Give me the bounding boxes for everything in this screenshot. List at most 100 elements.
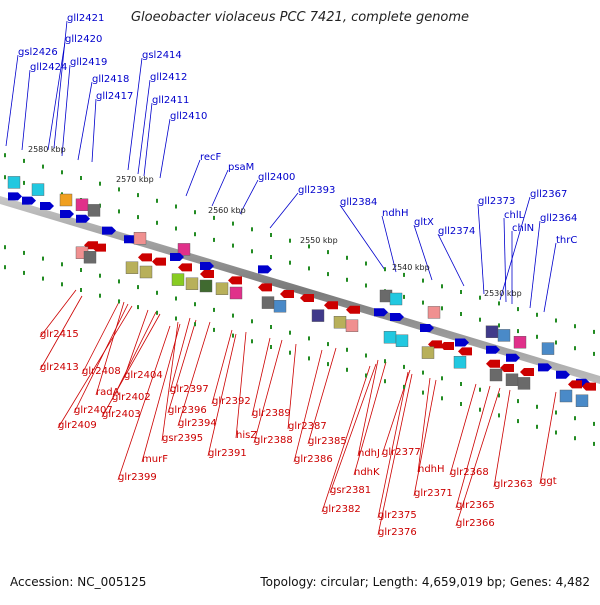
gene-box [517, 377, 531, 390]
forward-gene-label: chlN [512, 223, 534, 234]
forward-gene-arrow [40, 202, 54, 210]
leader-line [357, 359, 379, 457]
reverse-gene-label: glr2388 [254, 435, 293, 446]
scale-ticks: 2580 kbp 2570 kbp 2560 kbp 2550 kbp 2540 kbp… [28, 145, 522, 298]
leader-line [499, 196, 531, 301]
leader-line [117, 325, 171, 481]
leader-line [143, 102, 153, 177]
gene-box [389, 292, 403, 306]
track-dot [251, 339, 253, 344]
forward-gene-label: gsl2414 [142, 50, 182, 61]
track-dot [270, 325, 272, 329]
gene-box [229, 286, 243, 300]
leader-line [251, 337, 271, 417]
gene-features [7, 176, 596, 407]
forward-gene-label: gll2419 [70, 57, 107, 68]
gene-box [497, 329, 511, 342]
track-dot [384, 267, 386, 272]
track-dot [194, 232, 196, 237]
reverse-gene-arrow [152, 257, 166, 266]
reverse-gene-label: glr2376 [378, 527, 417, 538]
track-dot [42, 256, 44, 261]
leader-line [169, 317, 191, 393]
leader-line [413, 224, 433, 281]
leader-line [539, 391, 557, 485]
leader-line [73, 303, 129, 414]
reverse-gene-label: glr2409 [58, 420, 97, 431]
track-dot [517, 399, 519, 404]
track-dot [479, 317, 481, 322]
track-dot [80, 288, 82, 292]
forward-gene-label: gll2373 [478, 196, 515, 207]
reverse-gene-label: glr2368 [450, 467, 489, 478]
track-dot [403, 364, 405, 369]
track-dot [536, 312, 538, 317]
map-title: Gloeobacter violaceus PCC 7421, complete… [130, 10, 470, 25]
reverse-gene-arrow [280, 290, 294, 298]
track-dot [118, 279, 120, 284]
track-dot [118, 187, 120, 192]
forward-gene-arrow [374, 308, 388, 317]
forward-gene-arrow [556, 370, 570, 379]
reverse-gene-arrow [440, 342, 454, 350]
reverse-gene-arrow [200, 270, 214, 278]
leader-line [329, 363, 377, 494]
reverse-gene-label: ndhJ [358, 448, 380, 459]
reverse-gene-label: gsr2395 [162, 433, 203, 444]
track-dot [327, 272, 329, 277]
gene-box [215, 282, 229, 295]
track-dot [251, 319, 253, 324]
track-dot [365, 373, 367, 378]
gene-box [559, 389, 573, 403]
track-dot [441, 376, 443, 381]
reverse-gene-label: murF [142, 454, 168, 465]
track-dot [137, 305, 139, 310]
reverse-gene-arrow [458, 347, 472, 356]
leader-line [353, 361, 387, 476]
forward-gene-arrow [538, 363, 552, 372]
track-dot [80, 176, 82, 180]
track-dot [365, 283, 367, 288]
gene-box [87, 204, 101, 217]
track-dot [61, 282, 63, 287]
track-dot [574, 324, 576, 329]
track-dot [213, 215, 215, 220]
gene-box [427, 306, 441, 319]
gene-box [383, 331, 397, 344]
reverse-gene-label: glr2365 [456, 500, 495, 511]
track-dot [422, 300, 424, 305]
reverse-gene-arrow [428, 340, 442, 349]
reverse-gene-label: glr2363 [494, 479, 533, 490]
track-dot [479, 295, 481, 300]
forward-gene-label: gll2418 [92, 74, 129, 85]
reverse-gene-arrow [520, 368, 534, 376]
track-dot [555, 430, 557, 435]
leader-line [253, 339, 283, 444]
track-dot [422, 370, 424, 375]
reverse-gene-label: glr2403 [102, 409, 141, 420]
gene-box [171, 273, 185, 286]
reverse-gene-label: glr2389 [252, 408, 291, 419]
topology-text: Topology: circular; Length: 4,659,019 bp… [260, 575, 590, 589]
reverse-gene-arrow [346, 305, 360, 314]
track-dot [251, 227, 253, 232]
gene-box [453, 356, 467, 369]
track-dot [270, 345, 272, 349]
scale-tick-label: 2580 kbp [28, 145, 66, 154]
leader-line [57, 305, 133, 429]
track-dot [80, 268, 82, 272]
track-dot [194, 210, 196, 215]
reverse-gene-label: glr2377 [382, 447, 421, 458]
track-dot [403, 294, 405, 299]
reverse-gene-label: glr2382 [322, 504, 361, 515]
track-dot [346, 367, 348, 372]
leader-line [381, 215, 397, 273]
track-dot [4, 175, 6, 180]
track-dot [4, 265, 6, 270]
forward-gene-label: gll2400 [258, 172, 295, 183]
leader-line [455, 387, 501, 527]
reverse-gene-label: glr2407 [74, 405, 113, 416]
leader-line [77, 81, 93, 161]
track-dot [308, 266, 310, 271]
track-dot [479, 407, 481, 412]
